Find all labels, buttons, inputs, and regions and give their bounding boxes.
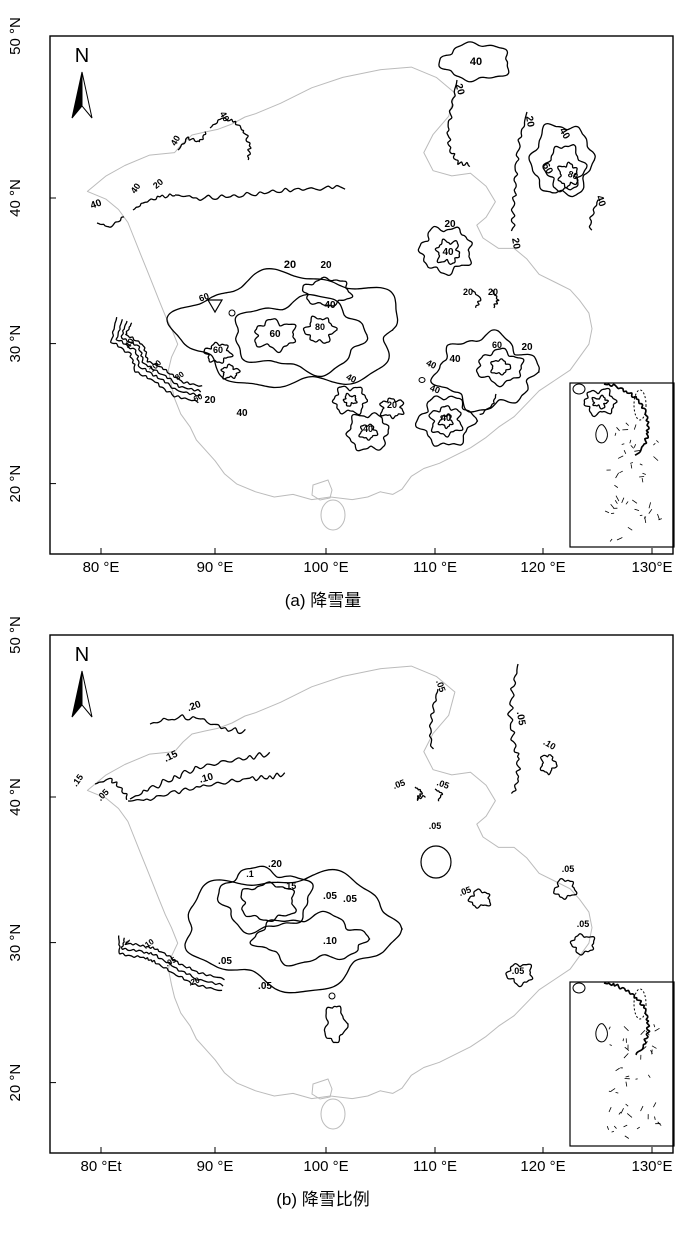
svg-text:80: 80 (315, 322, 325, 332)
svg-text:(a) 降雪量: (a) 降雪量 (285, 591, 362, 610)
svg-text:130°E: 130°E (631, 559, 672, 576)
svg-text:30 °N: 30 °N (7, 924, 24, 962)
svg-text:40: 40 (218, 110, 232, 124)
svg-text:120 °E: 120 °E (520, 1158, 565, 1175)
svg-text:.15: .15 (162, 749, 180, 765)
svg-text:90 °E: 90 °E (197, 1158, 234, 1175)
svg-text:50 °N: 50 °N (7, 17, 24, 55)
svg-text:.05: .05 (562, 864, 575, 874)
svg-text:100 °E: 100 °E (303, 1158, 348, 1175)
svg-text:40: 40 (470, 56, 482, 68)
svg-text:.05: .05 (218, 956, 232, 967)
svg-text:.05: .05 (434, 678, 448, 693)
svg-text:20: 20 (463, 287, 473, 297)
svg-text:N: N (75, 644, 89, 666)
svg-text:100 °E: 100 °E (303, 559, 348, 576)
svg-text:.05: .05 (577, 919, 590, 929)
svg-text:40 °N: 40 °N (7, 778, 24, 816)
svg-text:90 °E: 90 °E (197, 559, 234, 576)
svg-text:20: 20 (320, 260, 332, 271)
svg-text:80: 80 (173, 369, 186, 382)
svg-text:20: 20 (444, 219, 456, 230)
svg-text:.05: .05 (343, 894, 357, 905)
svg-text:20: 20 (151, 177, 165, 191)
svg-text:20: 20 (204, 395, 216, 406)
svg-text:20: 20 (509, 237, 522, 250)
svg-text:.10: .10 (542, 737, 558, 752)
svg-text:20: 20 (488, 287, 498, 297)
svg-text:80 °Et: 80 °Et (80, 1158, 122, 1175)
svg-text:20: 20 (284, 259, 296, 271)
svg-text:.20: .20 (268, 859, 282, 870)
svg-text:.05: .05 (164, 955, 179, 969)
svg-text:60: 60 (540, 161, 555, 177)
svg-text:.15: .15 (70, 772, 85, 788)
svg-text:.05: .05 (512, 966, 525, 976)
svg-text:.10: .10 (323, 936, 337, 947)
svg-text:50 °N: 50 °N (7, 616, 24, 654)
svg-text:.10: .10 (198, 771, 215, 785)
svg-text:.15: .15 (284, 881, 297, 891)
svg-text:.05: .05 (391, 777, 406, 791)
svg-text:40: 40 (442, 247, 454, 258)
svg-text:20 °N: 20 °N (7, 1064, 24, 1102)
svg-text:20 °N: 20 °N (7, 465, 24, 503)
svg-text:.05: .05 (323, 891, 337, 902)
svg-text:.05: .05 (457, 884, 472, 898)
svg-text:.05: .05 (258, 981, 272, 992)
svg-text:80 °E: 80 °E (83, 559, 120, 576)
svg-text:60: 60 (269, 329, 281, 340)
svg-text:20: 20 (523, 115, 536, 128)
svg-text:.05: .05 (514, 711, 527, 727)
svg-text:(b) 降雪比例: (b) 降雪比例 (276, 1190, 370, 1209)
svg-text:40: 40 (236, 408, 248, 419)
svg-text:30 °N: 30 °N (7, 325, 24, 363)
svg-text:.05: .05 (429, 821, 442, 831)
svg-text:40: 40 (129, 181, 143, 195)
svg-text:.1: .1 (246, 869, 254, 879)
svg-text:110 °E: 110 °E (413, 1158, 457, 1175)
svg-text:60: 60 (492, 340, 502, 350)
svg-text:40: 40 (363, 424, 373, 434)
svg-text:N: N (75, 45, 89, 67)
svg-text:40: 40 (169, 134, 183, 148)
svg-text:40: 40 (89, 197, 104, 211)
svg-text:.05: .05 (435, 777, 450, 791)
svg-text:120 °E: 120 °E (520, 559, 565, 576)
svg-text:20: 20 (521, 342, 533, 353)
svg-text:60: 60 (213, 345, 223, 355)
svg-text:40: 40 (324, 300, 336, 311)
svg-text:110 °E: 110 °E (413, 559, 457, 576)
svg-text:20: 20 (387, 400, 397, 410)
svg-text:130°E: 130°E (631, 1158, 672, 1175)
svg-text:40: 40 (441, 413, 451, 423)
svg-text:40: 40 (425, 358, 438, 371)
svg-text:40: 40 (449, 354, 461, 365)
svg-text:40 °N: 40 °N (7, 179, 24, 217)
svg-text:.20: .20 (186, 699, 203, 714)
